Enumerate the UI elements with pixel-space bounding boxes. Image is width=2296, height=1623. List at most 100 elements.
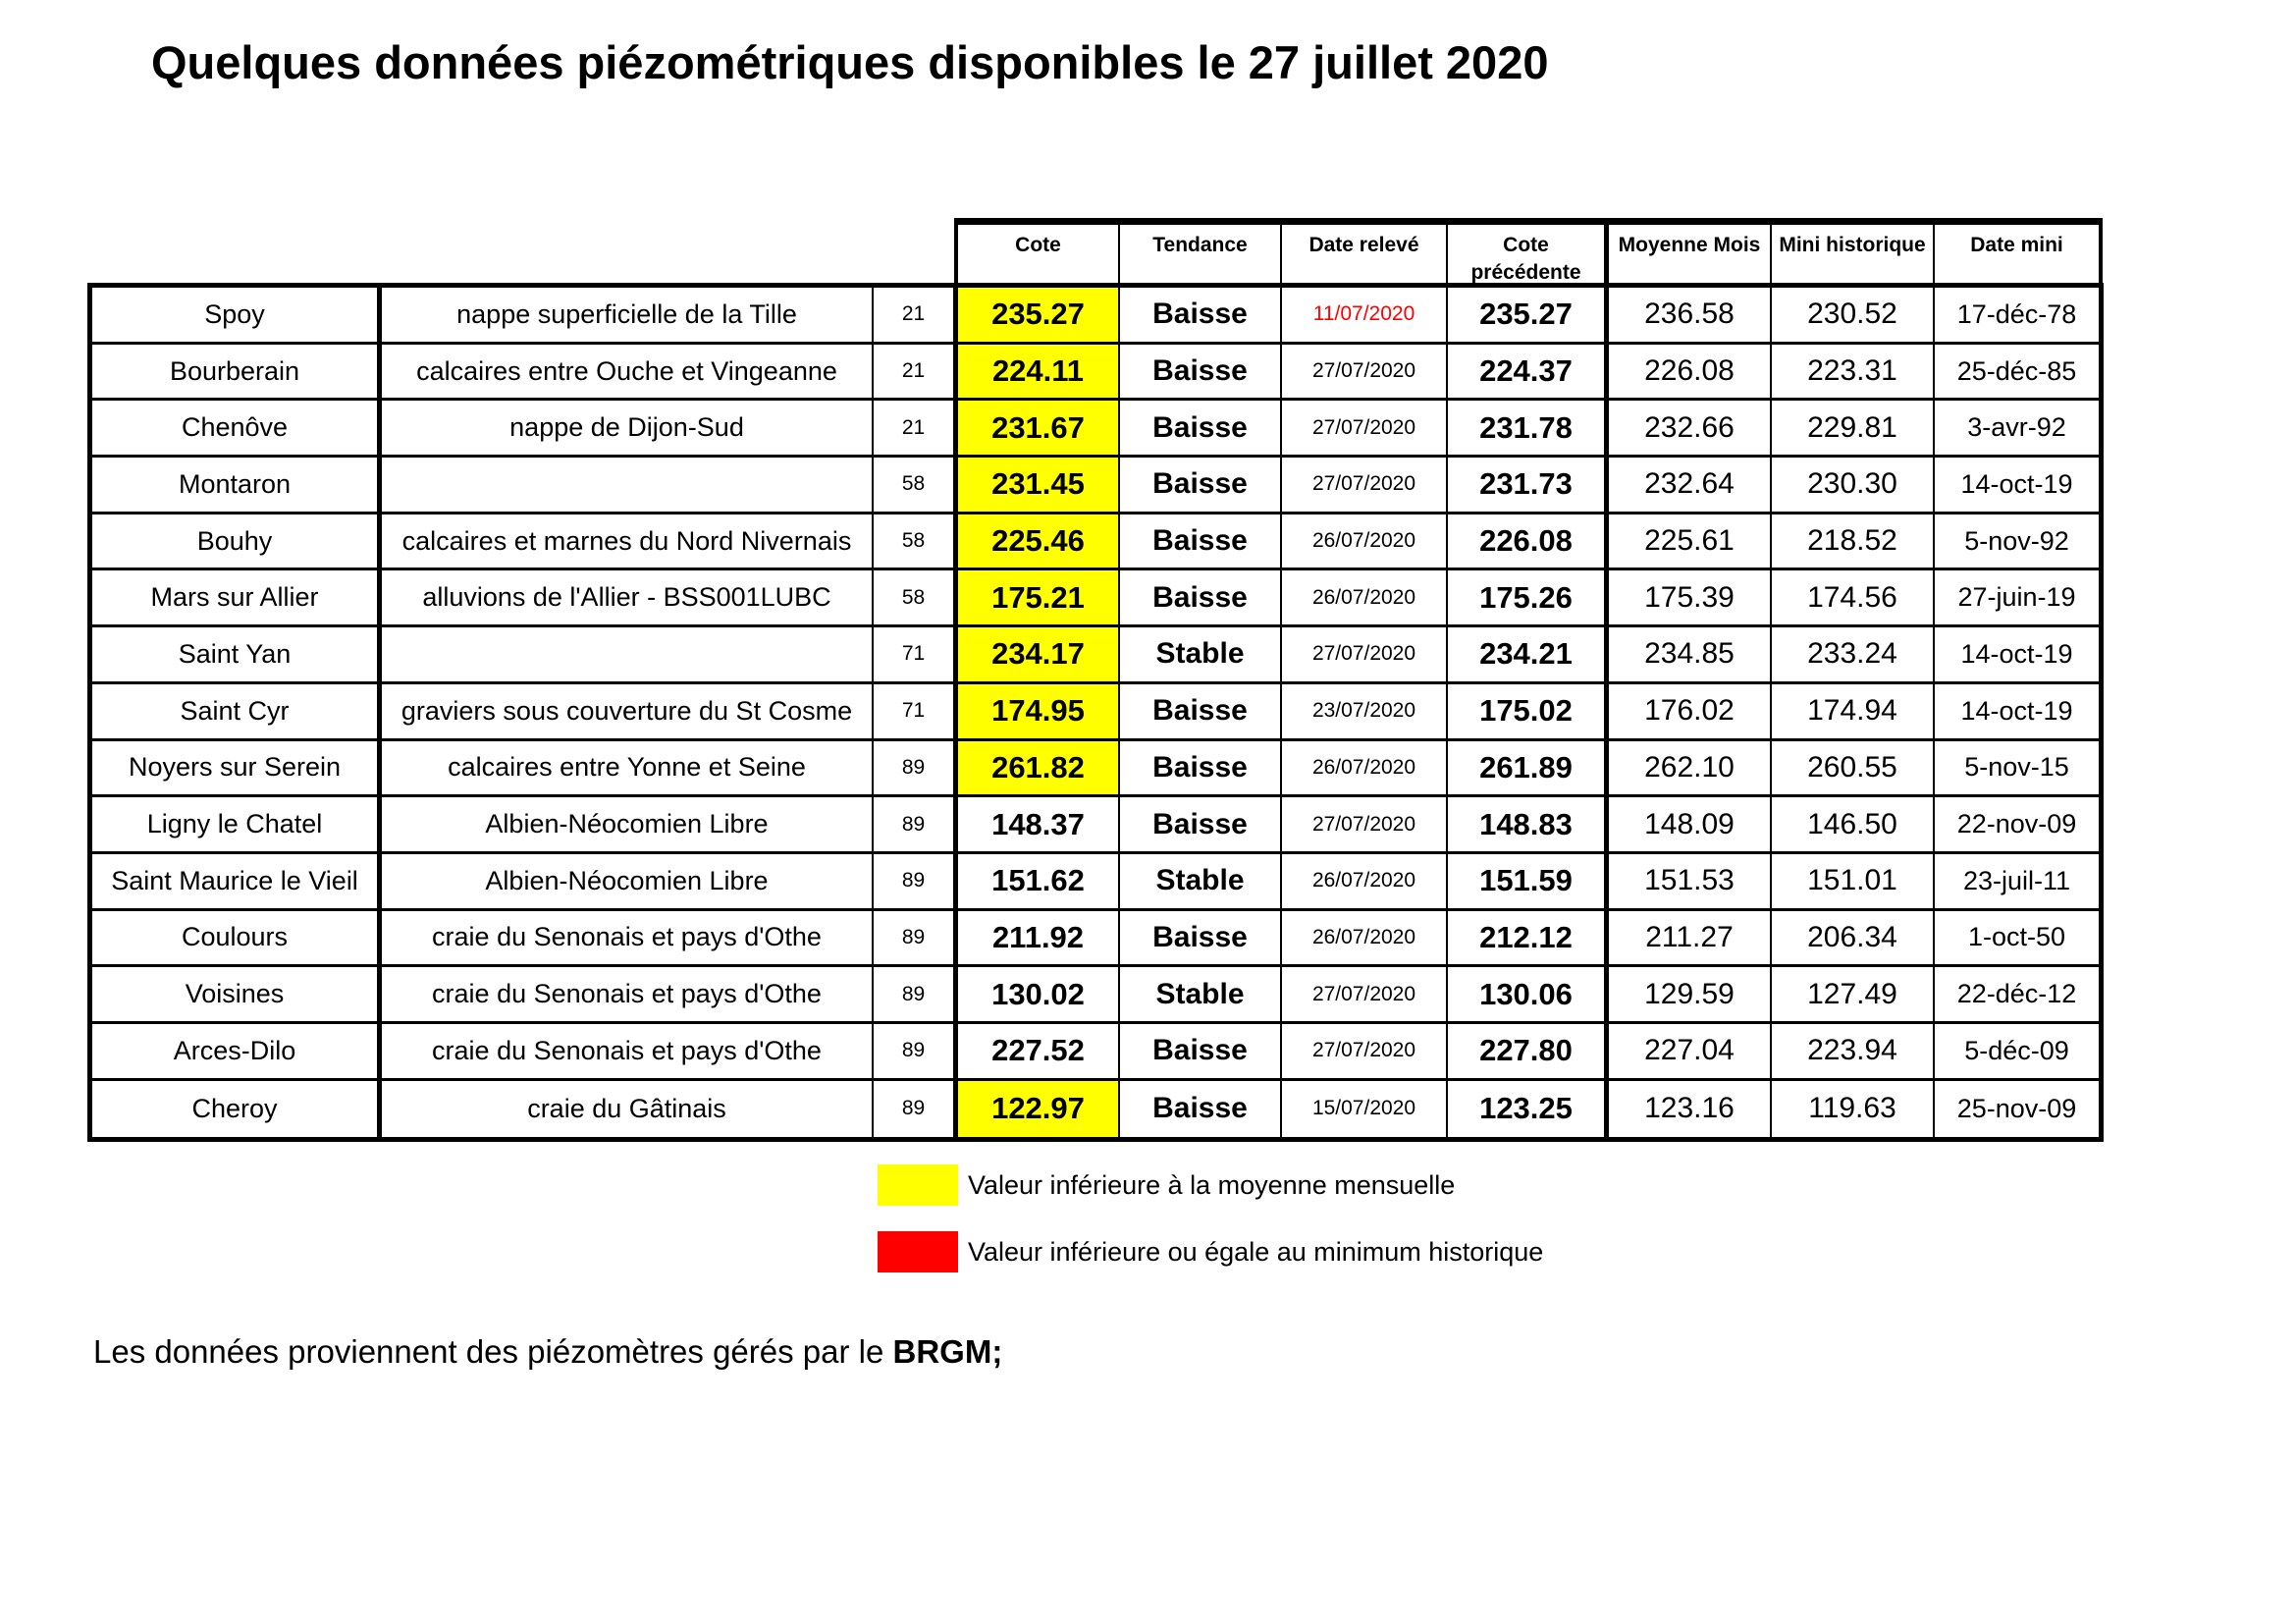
cote-precedente-cell: 151.59 <box>1448 853 1609 911</box>
moyenne-mois-cell: 176.02 <box>1609 683 1772 741</box>
date-releve-cell: 27/07/2020 <box>1282 458 1448 514</box>
footer-source-name: BRGM; <box>892 1333 1003 1370</box>
aquifer-cell: craie du Senonais et pays d'Othe <box>382 1023 874 1081</box>
aquifer-cell: nappe superficielle de la Tille <box>382 288 874 345</box>
cote-cell: 174.95 <box>958 683 1120 741</box>
tendance-cell: Stable <box>1120 627 1282 684</box>
mini-historique-cell: 127.49 <box>1772 967 1935 1024</box>
aquifer-cell: calcaires entre Ouche et Vingeanne <box>382 344 874 402</box>
tendance-cell: Baisse <box>1120 740 1282 798</box>
department-cell: 71 <box>874 683 958 741</box>
cote-cell: 231.45 <box>958 458 1120 514</box>
piezometric-data-table: Spoy nappe superficielle de la Tille 21 235… <box>87 283 2104 1143</box>
station-name-cell: Voisines <box>92 967 382 1024</box>
station-name-cell: Saint Yan <box>92 627 382 684</box>
cote-precedente-cell: 123.25 <box>1448 1080 1609 1138</box>
aquifer-cell: nappe de Dijon-Sud <box>382 401 874 459</box>
cote-cell: 234.17 <box>958 627 1120 684</box>
date-releve-cell: 27/07/2020 <box>1282 344 1448 402</box>
date-mini-cell: 14-oct-19 <box>1935 458 2099 514</box>
cote-precedente-cell: 212.12 <box>1448 910 1609 968</box>
moyenne-mois-cell: 226.08 <box>1609 344 1772 402</box>
date-mini-cell: 3-avr-92 <box>1935 401 2099 459</box>
column-header-tendance: Tendance <box>1120 225 1282 292</box>
mini-historique-cell: 218.52 <box>1772 514 1935 571</box>
cote-cell: 225.46 <box>958 514 1120 571</box>
date-releve-cell: 27/07/2020 <box>1282 627 1448 684</box>
aquifer-cell: craie du Senonais et pays d'Othe <box>382 910 874 968</box>
mini-historique-cell: 174.56 <box>1772 570 1935 628</box>
department-cell: 89 <box>874 967 958 1024</box>
aquifer-cell: calcaires entre Yonne et Seine <box>382 740 874 798</box>
moyenne-mois-cell: 175.39 <box>1609 570 1772 628</box>
tendance-cell: Baisse <box>1120 1023 1282 1081</box>
date-releve-cell: 15/07/2020 <box>1282 1080 1448 1138</box>
tendance-cell: Baisse <box>1120 344 1282 402</box>
station-name-cell: Chenôve <box>92 401 382 459</box>
mini-historique-cell: 151.01 <box>1772 853 1935 911</box>
station-name-cell: Saint Maurice le Vieil <box>92 853 382 911</box>
date-mini-cell: 5-déc-09 <box>1935 1024 2099 1081</box>
moyenne-mois-cell: 148.09 <box>1609 797 1772 854</box>
station-name-cell: Arces-Dilo <box>92 1023 382 1081</box>
cote-precedente-cell: 231.73 <box>1448 458 1609 514</box>
cote-cell: 224.11 <box>958 344 1120 402</box>
mini-historique-cell: 223.94 <box>1772 1023 1935 1081</box>
mini-historique-cell: 119.63 <box>1772 1080 1935 1138</box>
tendance-cell: Stable <box>1120 853 1282 911</box>
date-releve-cell: 26/07/2020 <box>1282 853 1448 911</box>
cote-precedente-cell: 175.26 <box>1448 570 1609 628</box>
cote-cell: 211.92 <box>958 910 1120 968</box>
date-mini-cell: 22-déc-12 <box>1935 967 2099 1024</box>
cote-cell: 151.62 <box>958 853 1120 911</box>
date-releve-cell: 27/07/2020 <box>1282 1023 1448 1081</box>
moyenne-mois-cell: 151.53 <box>1609 853 1772 911</box>
department-cell: 58 <box>874 458 958 514</box>
cote-precedente-cell: 235.27 <box>1448 288 1609 345</box>
date-mini-cell: 17-déc-78 <box>1935 288 2099 345</box>
date-releve-cell: 26/07/2020 <box>1282 570 1448 628</box>
moyenne-mois-cell: 232.64 <box>1609 458 1772 514</box>
cote-precedente-cell: 226.08 <box>1448 514 1609 571</box>
page-title: Quelques données piézométriques disponib… <box>151 36 1549 88</box>
department-cell: 89 <box>874 797 958 854</box>
department-cell: 89 <box>874 1080 958 1138</box>
station-name-cell: Mars sur Allier <box>92 570 382 628</box>
table-column-headers: Cote Tendance Date relevé Cote précédente Mo… <box>954 218 2103 292</box>
mini-historique-cell: 146.50 <box>1772 797 1935 854</box>
mini-historique-cell: 230.30 <box>1772 458 1935 514</box>
date-releve-cell: 23/07/2020 <box>1282 683 1448 741</box>
tendance-cell: Baisse <box>1120 570 1282 628</box>
date-releve-cell: 26/07/2020 <box>1282 514 1448 571</box>
date-mini-cell: 5-nov-15 <box>1935 741 2099 798</box>
aquifer-cell <box>382 458 874 514</box>
mini-historique-cell: 233.24 <box>1772 627 1935 684</box>
column-header-cote-precedente: Cote précédente <box>1448 225 1609 292</box>
department-cell: 89 <box>874 740 958 798</box>
department-cell: 21 <box>874 288 958 345</box>
aquifer-cell: calcaires et marnes du Nord Nivernais <box>382 514 874 571</box>
moyenne-mois-cell: 262.10 <box>1609 740 1772 798</box>
aquifer-cell: Albien-Néocomien Libre <box>382 797 874 854</box>
tendance-cell: Baisse <box>1120 458 1282 514</box>
date-mini-cell: 1-oct-50 <box>1935 911 2099 968</box>
department-cell: 89 <box>874 1023 958 1081</box>
date-mini-cell: 27-juin-19 <box>1935 570 2099 628</box>
date-mini-cell: 23-juil-11 <box>1935 854 2099 911</box>
mini-historique-cell: 230.52 <box>1772 288 1935 345</box>
mini-historique-cell: 260.55 <box>1772 740 1935 798</box>
mini-historique-cell: 223.31 <box>1772 344 1935 402</box>
station-name-cell: Bouhy <box>92 514 382 571</box>
yellow-swatch <box>878 1164 958 1206</box>
date-releve-cell: 27/07/2020 <box>1282 967 1448 1024</box>
date-mini-cell: 22-nov-09 <box>1935 797 2099 854</box>
moyenne-mois-cell: 211.27 <box>1609 910 1772 968</box>
station-name-cell: Noyers sur Serein <box>92 740 382 798</box>
tendance-cell: Baisse <box>1120 910 1282 968</box>
department-cell: 21 <box>874 401 958 459</box>
station-name-cell: Montaron <box>92 458 382 514</box>
tendance-cell: Baisse <box>1120 683 1282 741</box>
footer-text: Les données proviennent des piézomètres … <box>93 1333 893 1370</box>
date-releve-cell: 27/07/2020 <box>1282 797 1448 854</box>
